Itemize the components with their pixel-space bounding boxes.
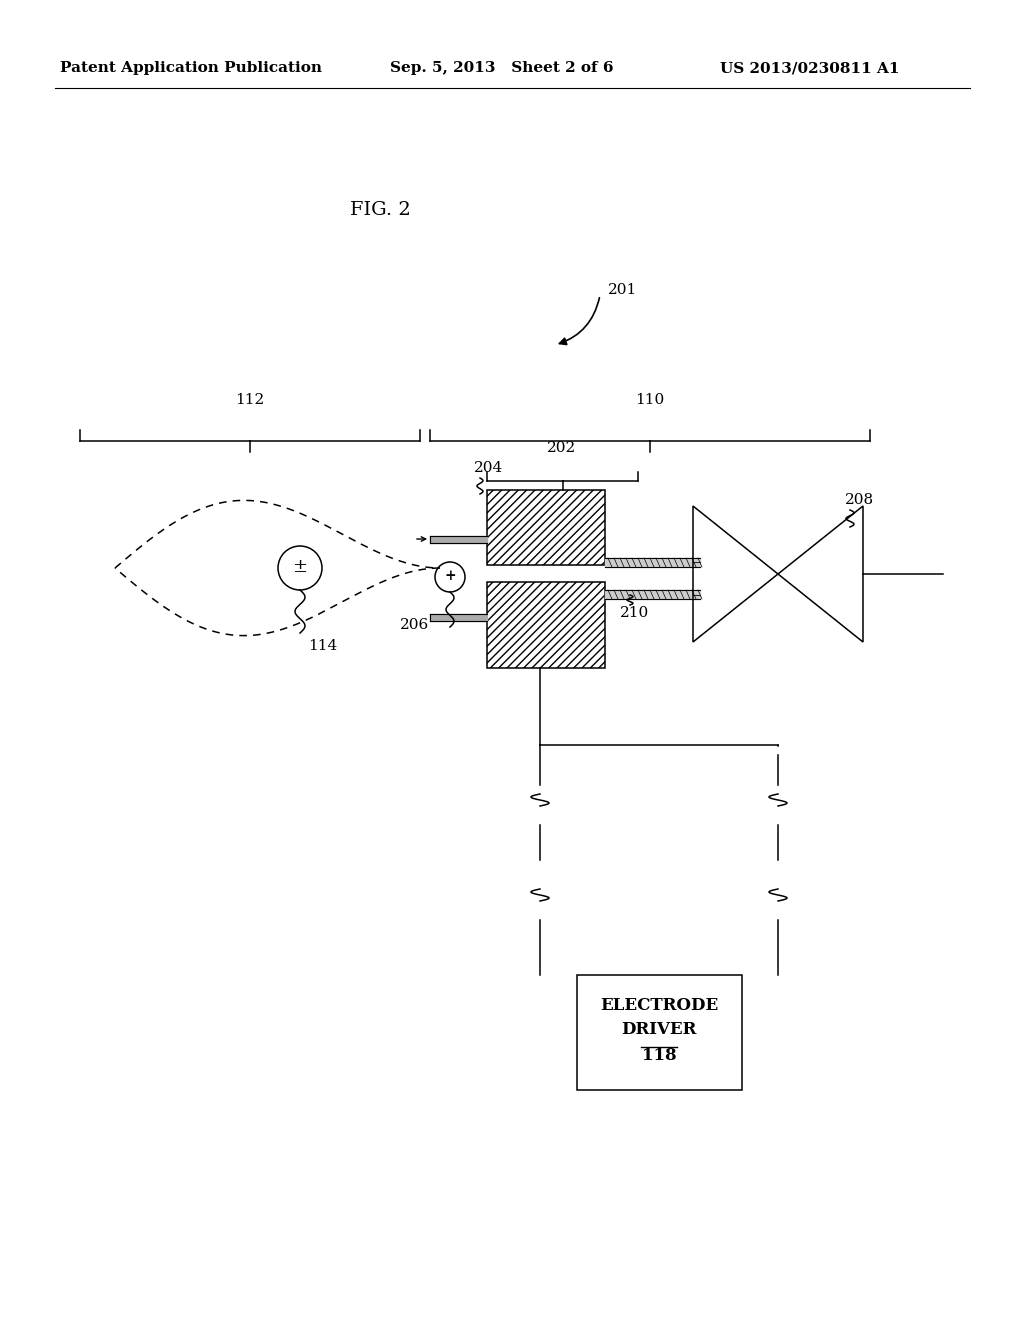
Text: Sep. 5, 2013   Sheet 2 of 6: Sep. 5, 2013 Sheet 2 of 6 <box>390 61 613 75</box>
Text: +: + <box>444 569 456 583</box>
Text: 112: 112 <box>236 393 264 407</box>
Text: 208: 208 <box>845 492 874 507</box>
Bar <box>487 490 605 565</box>
Bar <box>577 975 741 1090</box>
Text: ±: ± <box>293 558 307 576</box>
Text: 118: 118 <box>642 1047 676 1064</box>
Text: Patent Application Publication: Patent Application Publication <box>60 61 322 75</box>
Text: 114: 114 <box>308 639 337 653</box>
Text: 206: 206 <box>400 618 429 632</box>
Text: 202: 202 <box>548 441 577 455</box>
Circle shape <box>435 562 465 591</box>
Text: 210: 210 <box>620 606 649 620</box>
Text: US 2013/0230811 A1: US 2013/0230811 A1 <box>720 61 899 75</box>
Text: 110: 110 <box>635 393 665 407</box>
Text: 201: 201 <box>608 282 637 297</box>
Bar <box>487 582 605 668</box>
Text: FIG. 2: FIG. 2 <box>349 201 411 219</box>
Text: DRIVER: DRIVER <box>622 1022 696 1039</box>
Text: 204: 204 <box>474 461 503 475</box>
Text: ELECTRODE: ELECTRODE <box>600 997 718 1014</box>
